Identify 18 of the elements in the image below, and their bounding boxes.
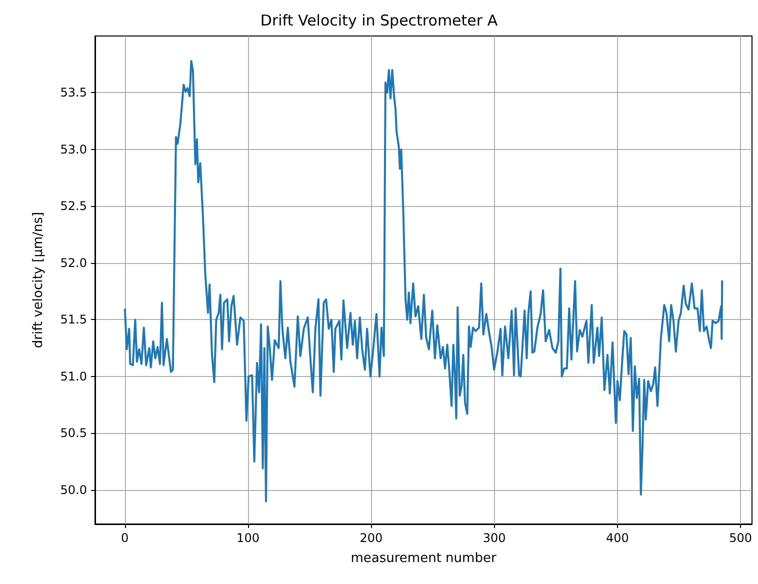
y-tick-label: 53.0 bbox=[60, 142, 87, 156]
x-tick-label: 500 bbox=[729, 531, 752, 545]
y-tick-label: 50.5 bbox=[60, 426, 87, 440]
y-tick-label: 52.0 bbox=[60, 256, 87, 270]
y-tick-label: 52.5 bbox=[60, 199, 87, 214]
line-series bbox=[124, 60, 724, 502]
x-tick-label: 400 bbox=[606, 531, 629, 545]
y-tick-label: 51.0 bbox=[60, 369, 87, 384]
y-tick-label: 50.0 bbox=[60, 482, 87, 497]
x-tick-label: 200 bbox=[360, 531, 383, 545]
y-tick-label: 51.5 bbox=[60, 312, 87, 327]
x-tick-label: 100 bbox=[236, 531, 260, 545]
x-tick-label: 300 bbox=[482, 531, 506, 545]
x-tick-label: 0 bbox=[121, 531, 129, 545]
y-tick-label: 53.5 bbox=[60, 86, 87, 100]
y-axis-title: drift velocity [μm/ns] bbox=[31, 212, 46, 348]
x-axis-title: measurement number bbox=[350, 551, 497, 566]
chart-title: Drift Velocity in Spectrometer A bbox=[260, 12, 498, 30]
